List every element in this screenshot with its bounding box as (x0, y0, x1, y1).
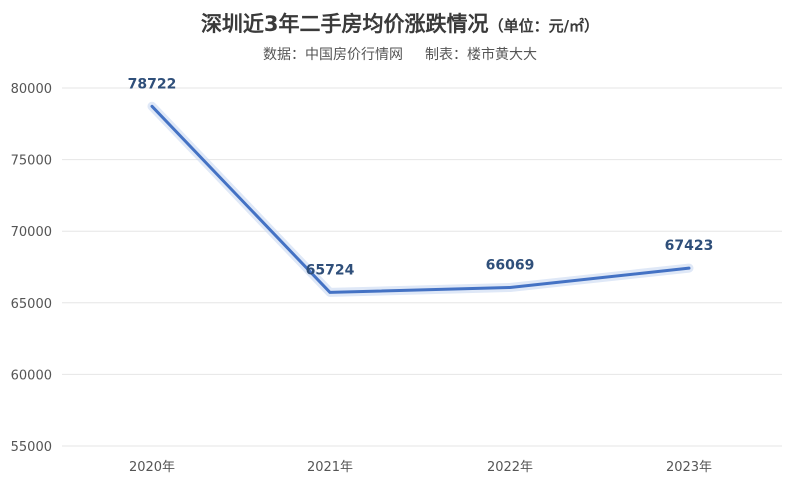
chart-title-text: 深圳近3年二手房均价涨跌情况 (200, 12, 489, 36)
x-tick-label-1: 2021年 (307, 460, 353, 475)
data-label-3: 67423 (665, 238, 714, 254)
x-tick-label-0: 2020年 (129, 460, 175, 475)
data-label-2: 66069 (486, 257, 535, 273)
series-line (150, 104, 691, 294)
chart-title-unit: （单位：元/㎡） (488, 17, 600, 35)
x-tick-label-3: 2023年 (666, 460, 712, 475)
chart-title: 深圳近3年二手房均价涨跌情况（单位：元/㎡） (0, 8, 800, 38)
series-line-glow (147, 101, 694, 297)
x-tick-label-2: 2022年 (487, 460, 533, 475)
y-tick-label-60000: 60000 (11, 368, 52, 383)
y-tick-label-80000: 80000 (11, 82, 52, 97)
chart-credit-text: 制表：楼市黄大大 (425, 47, 537, 63)
chart-subtitle: 数据：中国房价行情网 制表：楼市黄大大 (0, 44, 800, 64)
data-label-1: 65724 (306, 262, 355, 278)
data-label-0: 78722 (128, 76, 177, 92)
y-tick-label-55000: 55000 (11, 440, 52, 455)
y-tick-label-70000: 70000 (11, 225, 52, 240)
data-source-text: 数据：中国房价行情网 (263, 47, 403, 63)
y-tick-label-75000: 75000 (11, 154, 52, 169)
y-tick-label-65000: 65000 (11, 297, 52, 312)
